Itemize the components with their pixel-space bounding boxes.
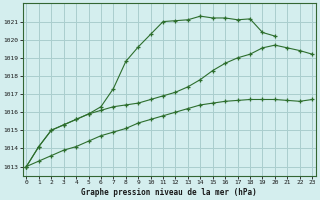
X-axis label: Graphe pression niveau de la mer (hPa): Graphe pression niveau de la mer (hPa) — [81, 188, 257, 197]
